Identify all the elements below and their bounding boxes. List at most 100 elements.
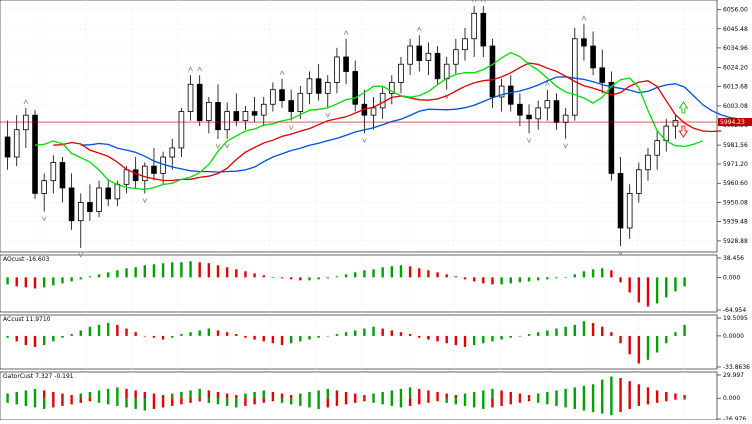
bull-candle — [544, 100, 551, 109]
bull-candle — [425, 52, 432, 61]
ao-bar — [344, 274, 348, 278]
ao-bar — [619, 277, 622, 283]
gator-bar — [674, 398, 677, 400]
bull-candle — [626, 193, 633, 229]
bear-candle — [553, 100, 560, 123]
ao-bar — [88, 276, 92, 278]
gator-title: GatorCust 7.327 -0.191 — [3, 373, 74, 380]
ac-bar — [244, 335, 247, 338]
gator-bar — [280, 398, 284, 403]
bull-candle — [562, 114, 569, 123]
gator-bar — [665, 391, 668, 399]
ao-bar — [335, 276, 339, 278]
gator-bar — [70, 395, 73, 399]
ao-bar — [299, 277, 302, 281]
gator-bar — [161, 395, 165, 399]
price-axis: 6056.00 6045.48 6034.96 6024.20 6013.68 6003.… — [717, 7, 752, 423]
gator-bar — [6, 393, 9, 399]
ao-bar — [445, 274, 448, 278]
ac-bar — [628, 335, 631, 355]
gator-bar — [646, 387, 650, 399]
gator-bar — [527, 398, 531, 402]
ao-bar — [500, 277, 503, 285]
grid-lines — [0, 0, 717, 420]
gator-bar — [61, 398, 64, 406]
bear-candle — [32, 114, 38, 194]
gator-bar — [555, 398, 558, 406]
fractal-down-marker — [224, 143, 230, 149]
fractal-up-marker — [581, 15, 587, 21]
ao-bar — [591, 269, 595, 278]
bull-candle — [297, 92, 304, 112]
bear-candle — [215, 102, 221, 131]
bull-candle — [324, 82, 331, 94]
ac-bar — [88, 326, 92, 336]
bull-candle — [178, 111, 185, 149]
ac-bar — [637, 335, 641, 364]
gator-bar — [33, 398, 37, 408]
gator-bar — [555, 390, 558, 399]
gator-bar — [472, 391, 476, 399]
ao-bar — [189, 261, 192, 278]
gator-bar — [399, 388, 403, 399]
ac-panel[interactable] — [0, 314, 718, 370]
gator-bar — [308, 398, 311, 408]
gator-bar — [317, 398, 320, 409]
price-tick-label: 6045.48 — [723, 26, 748, 33]
bull-candle — [242, 111, 249, 122]
gator-tick-label: -26.976 — [723, 416, 746, 420]
gator-bar — [198, 398, 201, 402]
bear-candle — [590, 45, 596, 69]
gator-bar — [97, 398, 101, 403]
gator-bar — [482, 390, 485, 399]
ac-bar — [235, 334, 238, 336]
ao-bar — [308, 277, 311, 281]
gator-bar — [610, 376, 613, 399]
ac-tick-label: -33.8636 — [723, 364, 750, 371]
gator-bar — [637, 384, 641, 399]
gator-bar — [436, 398, 439, 402]
ac-bar — [52, 335, 55, 342]
ac-bar — [527, 334, 531, 336]
ao-bar — [280, 277, 284, 279]
ac-bar — [472, 335, 476, 346]
gator-bar — [152, 393, 156, 399]
gator-bar — [134, 390, 137, 399]
bull-candle — [142, 165, 148, 182]
gator-bar — [161, 398, 165, 408]
bear-candle — [608, 82, 615, 174]
ac-bar — [79, 330, 82, 336]
bear-candle — [151, 165, 157, 174]
gator-bar — [70, 398, 73, 405]
bull-candle — [379, 92, 386, 109]
gator-bar — [134, 398, 137, 409]
gator-bar — [225, 398, 229, 406]
ao-bar — [436, 272, 439, 278]
ao-bar — [289, 277, 293, 280]
bull-candle — [672, 120, 679, 127]
bull-candle — [370, 107, 377, 116]
ao-bar — [601, 268, 604, 278]
ao-bar — [326, 277, 329, 279]
gator-bar — [518, 398, 522, 403]
gator-bar — [143, 391, 147, 399]
main-panel[interactable] — [0, 0, 718, 253]
ac-bar — [591, 323, 595, 336]
bear-candle — [68, 187, 75, 222]
bull-candle — [224, 111, 230, 131]
gator-bar — [399, 398, 403, 408]
gator-bar — [344, 398, 348, 405]
price-tick-label: 5981.56 — [723, 142, 748, 149]
gator-bar — [646, 398, 650, 405]
gator-bar — [180, 391, 183, 399]
gator-bar — [381, 398, 384, 405]
ac-bar — [665, 335, 668, 344]
ao-bar — [381, 267, 384, 278]
gator-bar — [619, 398, 622, 413]
fractal-up-marker — [279, 69, 285, 75]
gator-panel[interactable] — [0, 371, 718, 421]
ao-panel[interactable] — [0, 254, 718, 313]
gator-bar — [463, 398, 467, 406]
